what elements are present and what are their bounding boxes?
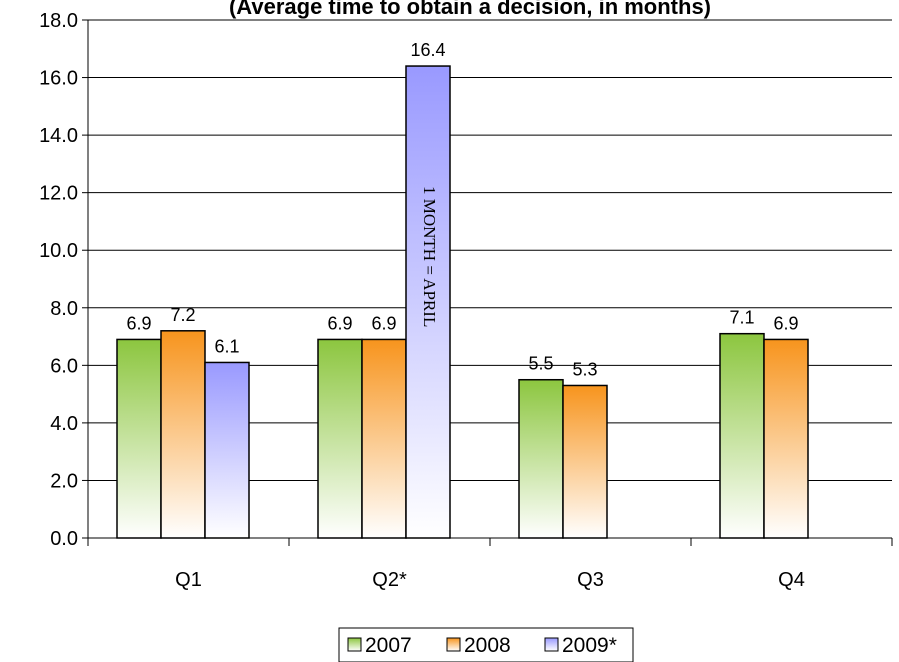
bar-2008-q1 (160, 330, 206, 539)
data-label: 5.3 (572, 359, 597, 379)
legend-box (338, 627, 634, 662)
x-tick-label: Q4 (778, 569, 805, 591)
data-label: 6.9 (126, 313, 151, 333)
y-tick-label: 16.0 (39, 68, 78, 90)
bar-2008-q2 (361, 338, 407, 539)
data-label: 5.5 (528, 354, 553, 374)
x-tick-label: Q2* (372, 569, 407, 591)
y-tick-label: 12.0 (39, 183, 78, 205)
x-tick-label: Q3 (577, 569, 604, 591)
y-tick-label: 10.0 (39, 240, 78, 262)
x-axis: Q1 Q2* Q3 Q4 (87, 537, 893, 591)
y-tick-label: 18.0 (39, 10, 78, 32)
y-tick-label: 6.0 (50, 355, 78, 377)
bar-2007-q1 (116, 338, 162, 539)
data-label: 7.1 (729, 308, 754, 328)
data-label: 6.1 (214, 336, 239, 356)
y-tick-label: 2.0 (50, 470, 78, 492)
y-tick-label: 4.0 (50, 413, 78, 435)
legend-label: 2009* (562, 634, 617, 657)
legend-label: 2008 (464, 634, 511, 657)
data-label: 16.4 (410, 40, 445, 60)
bar-2008-q4 (763, 338, 809, 539)
bar-2009-q2 (405, 65, 451, 539)
data-labels: 6.9 7.2 6.1 6.9 6.9 16.4 5.5 5.3 7.1 6.9 (126, 40, 798, 379)
data-label: 7.2 (170, 305, 195, 325)
bar-2007-q4 (719, 332, 765, 539)
bar-2007-q3 (518, 378, 564, 539)
legend-swatch-2007 (347, 637, 362, 652)
y-tick-label: 14.0 (39, 125, 78, 147)
x-tick-label: Q1 (175, 569, 202, 591)
chart-title: (Average time to obtain a decision, in m… (229, 0, 711, 19)
legend-swatch-2008 (446, 637, 461, 652)
legend-label: 2007 (365, 634, 412, 657)
data-label: 6.9 (773, 313, 798, 333)
bars (116, 65, 809, 539)
annotation-label: 1 MONTH = APRIL (420, 186, 439, 327)
legend-swatch-2009 (544, 637, 559, 652)
data-label: 6.9 (327, 313, 352, 333)
bar-2009-q1 (204, 361, 250, 539)
legend: 2007 2008 2009* (338, 627, 634, 662)
y-tick-label: 0.0 (50, 528, 78, 550)
y-axis: 0.0 2.0 4.0 6.0 8.0 10.0 12.0 14.0 16.0 18.0 (39, 10, 89, 550)
data-label: 6.9 (371, 313, 396, 333)
bar-2007-q2 (317, 338, 363, 539)
y-tick-label: 8.0 (50, 298, 78, 320)
bar-2008-q3 (562, 384, 608, 539)
